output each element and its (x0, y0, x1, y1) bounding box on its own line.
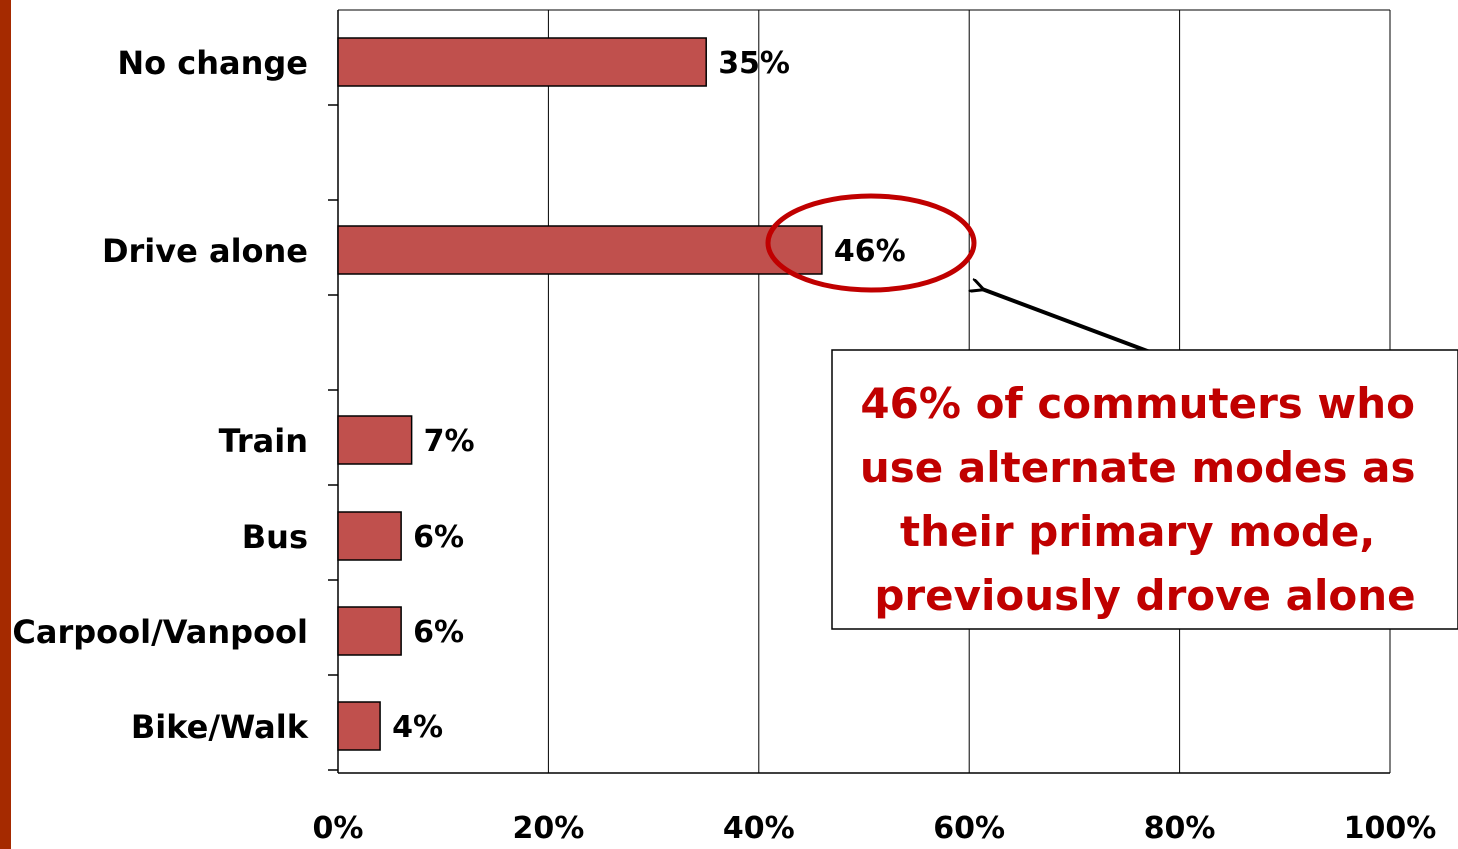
callout-text: 46% of commuters who use alternate modes… (860, 379, 1430, 620)
x-tick-label: 100% (1344, 811, 1437, 846)
x-tick-label: 40% (723, 811, 795, 846)
bar-bus (337, 511, 402, 561)
x-tick-label: 0% (313, 811, 364, 846)
callout-line-2: use alternate modes as (860, 443, 1416, 492)
bar-bike-walk (337, 701, 381, 751)
labels-layer: 0% 20% 40% 60% 80% 100% 35% No change 46% Drive a… (12, 44, 1436, 846)
category-label: Carpool/Vanpool (12, 613, 308, 651)
left-accent-bar (0, 0, 11, 849)
data-label: 6% (413, 520, 464, 555)
bar-no-change (337, 37, 707, 87)
category-label: Drive alone (102, 232, 308, 270)
x-tick-label: 20% (512, 811, 584, 846)
callout-line-1: 46% of commuters who (860, 379, 1415, 428)
bar-drive-alone (337, 225, 823, 275)
callout-box (831, 349, 1458, 630)
bar-carpool-vanpool (337, 606, 402, 656)
x-tick-label: 60% (933, 811, 1005, 846)
data-label: 7% (424, 424, 475, 459)
axes-layer (328, 9, 1390, 774)
highlight-ellipse (765, 193, 977, 293)
data-label: 4% (392, 710, 443, 745)
category-label: Bus (242, 518, 308, 556)
data-label: 35% (718, 46, 790, 81)
category-label: Bike/Walk (131, 708, 309, 746)
annotation-layer: 46% of commuters who use alternate modes… (765, 193, 1458, 630)
bars-layer (337, 37, 823, 751)
callout-line-3: their primary mode, (900, 507, 1375, 556)
x-tick-label: 80% (1144, 811, 1216, 846)
category-label: Train (219, 422, 308, 460)
category-label: No change (117, 44, 308, 82)
callout-arrow (982, 289, 1151, 354)
data-label: 46% (834, 234, 906, 269)
data-label: 6% (413, 615, 464, 650)
bar-train (337, 415, 413, 465)
callout-line-4: previously drove alone (874, 571, 1415, 620)
